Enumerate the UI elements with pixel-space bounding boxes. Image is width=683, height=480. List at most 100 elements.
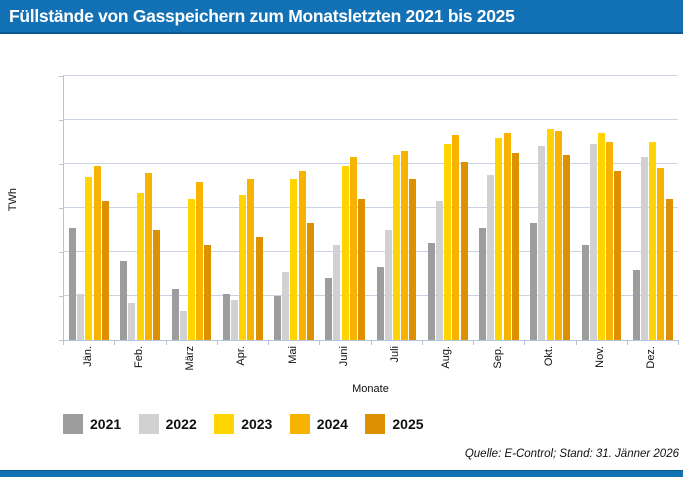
y-axis-tick: [59, 120, 63, 121]
month-label-März: März: [184, 346, 197, 371]
bar-2023-Aug: [444, 144, 452, 340]
y-axis-tick: [59, 252, 63, 253]
legend-item-2022: 2022: [138, 414, 197, 434]
bar-2024-Apr: [247, 179, 255, 340]
bar-2022-Jän: [77, 293, 85, 340]
plot-area: [63, 75, 678, 340]
bar-2023-Apr: [239, 194, 247, 340]
bar-2021-Dez: [632, 269, 640, 340]
bar-2024-Juli: [401, 150, 409, 340]
x-axis-tick: [370, 341, 372, 345]
legend-label-2022: 2022: [165, 416, 197, 432]
bar-2025-Juli: [409, 179, 417, 340]
bar-2025-Sep: [511, 153, 519, 340]
legend-item-2021: 2021: [63, 414, 121, 434]
bar-2023-Juli: [392, 155, 400, 340]
bar-2024-Feb: [144, 172, 152, 340]
bar-2025-Okt: [563, 155, 571, 340]
month-label-Okt: Okt.: [542, 346, 555, 367]
bar-2025-Mai: [306, 223, 314, 340]
x-axis-tick: [421, 341, 423, 345]
bar-2023-März: [187, 199, 195, 340]
bar-2021-Jän: [69, 227, 76, 340]
x-axis-tick: [473, 341, 474, 345]
x-axis-tick: [678, 341, 679, 345]
legend-swatch-2024: [289, 414, 310, 434]
legend-item-2024: 2024: [289, 414, 348, 434]
bar-2021-Feb: [120, 260, 128, 340]
bar-2023-Jän: [85, 177, 93, 340]
bar-2022-März: [179, 311, 187, 340]
bar-2022-Dez: [640, 157, 648, 340]
bar-2023-Mai: [290, 179, 298, 340]
gridline-80: [63, 163, 678, 164]
bar-2022-Aug: [435, 201, 443, 340]
legend-label-2023: 2023: [241, 416, 273, 432]
x-axis-tick: [216, 341, 218, 345]
y-axis-label: TWh: [7, 188, 19, 212]
bar-2023-Juni: [341, 166, 349, 340]
bar-2021-März: [171, 289, 179, 340]
legend-item-2025: 2025: [365, 414, 424, 434]
x-axis-tick: [524, 341, 526, 345]
x-axis-tick: [268, 341, 269, 345]
x-axis-tick: [165, 341, 167, 345]
month-label-Feb: Feb.: [132, 346, 145, 369]
bar-2024-Sep: [503, 133, 511, 340]
y-axis-tick: [59, 340, 63, 341]
source-note: Quelle: E-Control; Stand: 31. Jänner 202…: [464, 448, 679, 460]
bar-2024-Juni: [349, 157, 357, 340]
bar-2025-Aug: [460, 161, 468, 340]
legend-swatch-2022: [138, 414, 159, 434]
bar-2022-Okt: [538, 146, 546, 340]
y-axis-tick: [59, 296, 63, 297]
bar-2024-März: [196, 181, 204, 340]
x-axis-tick: [626, 341, 628, 345]
title-bar: Füllstände von Gasspeichern zum Monatsle…: [0, 0, 683, 34]
x-axis-tick: [319, 341, 321, 345]
legend-label-2025: 2025: [392, 416, 424, 432]
month-label-Sep: Sep.: [491, 346, 504, 369]
bar-2021-Nov: [581, 245, 589, 340]
month-label-Aug: Aug.: [440, 346, 453, 369]
month-label-Jän: Jän.: [81, 346, 94, 367]
month-label-Juli: Juli: [389, 346, 402, 363]
bar-2021-Juni: [325, 278, 333, 340]
month-label-Mai: Mai: [286, 346, 299, 364]
bar-2025-Feb: [153, 230, 161, 340]
bar-2025-März: [204, 245, 212, 340]
y-axis-line: [63, 76, 64, 344]
legend-swatch-2021: [63, 414, 83, 434]
bar-2025-Juni: [358, 199, 366, 340]
gridline-100: [63, 119, 678, 120]
x-axis-tick: [63, 341, 64, 345]
bar-2025-Apr: [255, 236, 263, 340]
bar-2023-Feb: [136, 192, 144, 340]
bar-2022-Mai: [282, 271, 290, 340]
bar-2023-Nov: [597, 133, 605, 340]
gridline-60: [63, 207, 678, 208]
bar-2024-Dez: [657, 168, 665, 340]
bar-2021-Okt: [530, 223, 538, 340]
legend-item-2023: 2023: [214, 414, 272, 434]
bar-2024-Jän: [93, 166, 101, 340]
gridline-120: [63, 75, 678, 76]
x-axis-tick: [575, 341, 577, 345]
month-label-Dez: Dez.: [645, 346, 658, 369]
month-label-Apr: Apr.: [235, 346, 248, 366]
bar-2021-Aug: [427, 243, 435, 340]
bar-2023-Dez: [649, 142, 657, 340]
bar-2022-Nov: [589, 144, 597, 340]
bar-2022-Apr: [230, 300, 238, 340]
x-axis-title: Monate: [352, 383, 389, 395]
bar-2022-Feb: [128, 302, 136, 340]
bar-2025-Jän: [101, 201, 109, 340]
month-label-Juni: Juni: [337, 346, 350, 367]
bar-2021-Sep: [479, 227, 486, 340]
bottom-accent-bar: [0, 470, 683, 477]
gridline-40: [63, 251, 678, 252]
legend-swatch-2025: [365, 414, 386, 434]
bar-2025-Dez: [665, 199, 673, 340]
bar-2022-Juni: [333, 245, 341, 340]
gridline-20: [63, 295, 678, 296]
